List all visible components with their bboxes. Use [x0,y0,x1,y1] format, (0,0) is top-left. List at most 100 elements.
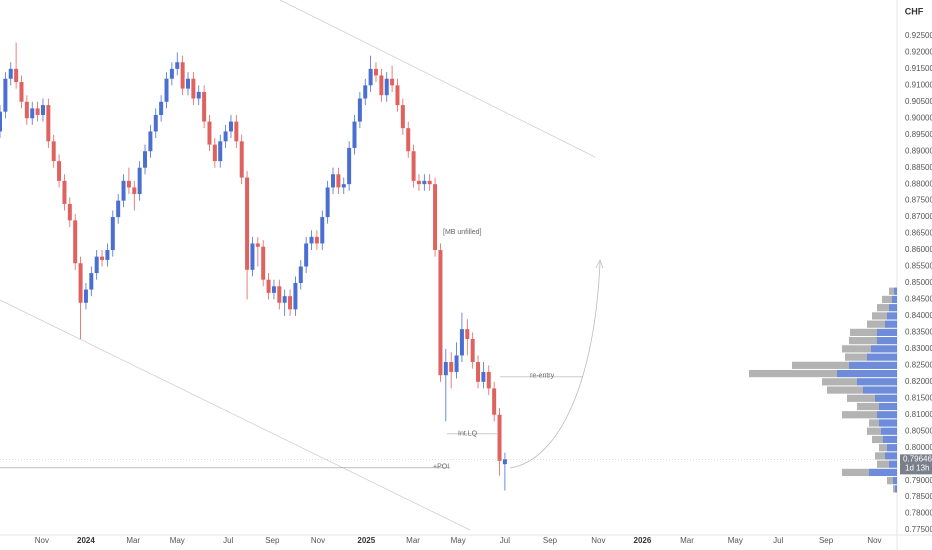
level-label: Int.LQ [458,431,478,438]
x-tick-label: Mar [126,536,140,545]
candle-body [347,147,352,185]
candle-body [454,355,459,372]
candle-body [30,108,35,119]
y-tick-label: 0.82500 [905,360,932,369]
x-tick-label: Jul [773,536,783,545]
candle-body [3,78,8,112]
candle-body [416,180,421,185]
y-tick-label: 0.81500 [905,393,932,402]
volume-profile-down [872,435,883,444]
candle-body [218,141,223,162]
x-tick-label: Nov [311,536,325,545]
candle-body [449,362,454,372]
candle-body [164,78,169,102]
candle-body [73,220,78,264]
volume-profile-up [892,295,897,304]
candle-body [271,286,276,293]
volume-profile-up [867,353,897,361]
x-tick-label: Mar [680,536,694,545]
last-price-box [900,454,932,475]
candle-body [132,187,137,195]
candle-body [8,68,13,79]
trendline-lower [0,299,471,531]
candle-body [62,180,67,204]
currency-label: CHF [905,6,924,16]
candle-body [502,459,507,465]
volume-profile-up [889,304,897,312]
volume-profile-up [877,328,897,337]
candle-body [196,91,201,99]
volume-profile-up [894,287,897,295]
volume-profile-up [875,394,897,402]
candle-body [148,131,153,152]
x-tick-label: 2025 [357,536,375,545]
volume-profile-up [887,444,897,452]
last-price-label: 0.79646 [903,454,932,463]
candle-body [314,236,319,244]
candle-body [105,250,110,260]
y-tick-label: 0.88500 [905,163,932,172]
candle-body [207,121,212,145]
candle-body [57,161,62,181]
candle-body [169,68,174,79]
y-tick-label: 0.77500 [905,525,932,534]
candle-body [384,78,389,96]
candle-body [470,338,475,363]
y-tick-label: 0.91000 [905,80,932,89]
y-tick-label: 0.84500 [905,295,932,304]
x-tick-label: Jul [223,536,233,545]
y-tick-label: 0.78500 [905,492,932,501]
trendline-upper [279,0,596,158]
candle-body [0,111,2,132]
candle-body [406,128,411,152]
y-tick-label: 0.81000 [905,410,932,419]
candle-body [400,105,405,129]
volume-profile-up [877,411,897,419]
volume-profile-down [887,477,893,485]
volume-profile-up [871,345,897,353]
candle-body [255,243,260,247]
volume-profile-up [895,485,897,493]
candle-body [336,174,341,188]
candle-body [282,296,287,303]
arrow-head [595,259,604,269]
candle-body [19,82,24,102]
projection-arrow [509,261,601,469]
y-tick-label: 0.78000 [905,509,932,518]
candle-body [320,217,325,244]
candle-body [212,144,217,162]
candle-body [304,243,309,267]
y-tick-label: 0.85000 [905,278,932,287]
candle-body [110,217,115,251]
volume-profile-down [867,427,881,435]
candle-body [288,296,293,310]
volume-profile-up [857,378,897,386]
volume-profile-down [877,304,889,312]
volume-profile-up [863,386,897,394]
y-tick-label: 0.85500 [905,262,932,271]
candle-body [261,246,266,280]
candle-body [245,177,250,270]
volume-profile-down [792,361,849,369]
candle-body [427,180,432,185]
volume-profile-up [881,427,897,435]
volume-profile-up [889,460,897,468]
volume-profile-up [885,452,897,460]
x-tick-label: May [170,536,185,545]
volume-profile-down [875,452,885,460]
candle-body [191,78,196,99]
candle-body [175,62,180,69]
volume-profile-up [837,369,897,378]
y-tick-label: 0.89000 [905,146,932,155]
candle-body [137,167,142,195]
candle-body [486,371,491,389]
candle-body [277,286,282,303]
candle-body [239,141,244,178]
candle-body [100,256,105,260]
y-tick-label: 0.87000 [905,212,932,221]
x-tick-label: May [451,536,466,545]
volume-profile-down [822,378,857,386]
y-tick-label: 0.88000 [905,179,932,188]
y-tick-label: 0.86500 [905,229,932,238]
